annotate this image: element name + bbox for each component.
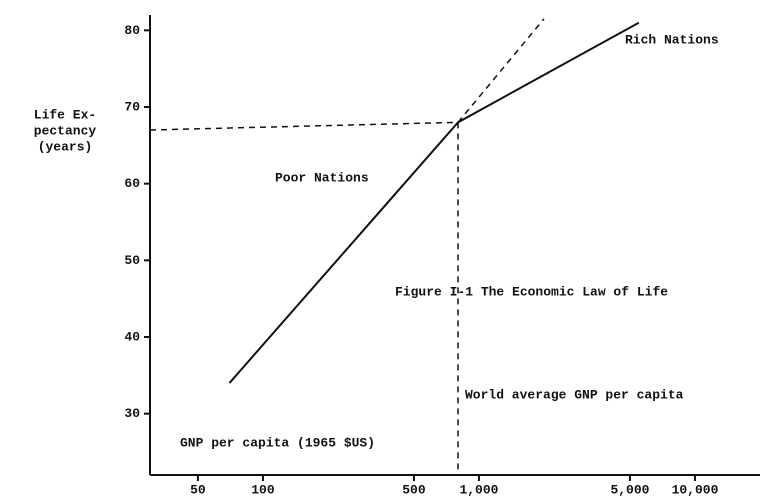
series-line [457,18,545,123]
x-tick-label: 1,000 [459,482,498,496]
annotation: Poor Nations [275,170,369,185]
x-tick-label: 100 [251,482,275,496]
annotation: Figure I-1 The Economic Law of Life [395,284,668,299]
y-axis-label: Life Ex- [34,107,96,122]
y-axis-label: (years) [38,139,93,154]
y-tick-label: 70 [124,99,140,114]
y-axis-label: pectancy [34,123,97,138]
series-line [149,121,459,131]
annotation: World average GNP per capita [465,387,684,402]
x-axis-label: GNP per capita (1965 $US) [180,435,375,450]
x-tick-label: 500 [402,482,426,496]
series-line [228,21,640,384]
x-tick-label: 50 [190,482,206,496]
y-tick-label: 30 [124,406,140,421]
x-tick-label: 5,000 [610,482,649,496]
y-tick-label: 60 [124,176,140,191]
y-tick-label: 50 [124,253,140,268]
annotation: Rich Nations [625,32,719,47]
y-tick-label: 80 [124,23,140,38]
y-tick-label: 40 [124,329,140,344]
x-tick-label: 10,000 [672,482,719,496]
